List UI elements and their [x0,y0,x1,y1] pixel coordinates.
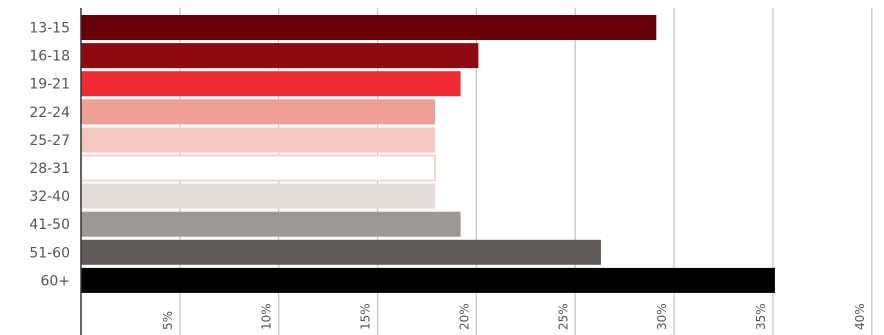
bar-32-40 [81,183,435,209]
x-tick-label-5pct: 5% [161,311,175,330]
bar-22-24 [81,99,435,125]
category-label-16-18: 16-18 [29,49,70,65]
bar-28-31 [80,154,436,182]
x-tick-labels: 5% 10% 15% 20% 25% 30% 35% 40% [161,303,867,330]
category-label-51-60: 51-60 [29,245,70,261]
category-label-22-24: 22-24 [29,105,70,121]
category-label-13-15: 13-15 [29,21,70,37]
bar-51-60 [81,239,601,265]
category-label-19-21: 19-21 [29,77,70,93]
bar-41-50 [81,211,461,237]
bar-13-15 [81,15,657,40]
category-label-25-27: 25-27 [29,133,70,149]
category-label-32-40: 32-40 [29,189,70,205]
category-label-28-31: 28-31 [29,161,70,177]
category-label-41-50: 41-50 [29,217,70,233]
bar-16-18 [81,43,479,69]
x-tick-label-30pct: 30% [655,303,669,330]
x-tick-label-10pct: 10% [260,303,274,330]
category-label-60+: 60+ [40,273,70,289]
bar-19-21 [81,71,461,97]
category-labels: 13-15 16-18 19-21 22-24 25-27 28-31 32-40 41-50… [29,21,70,290]
bar-60+ [81,267,775,293]
x-tick-label-25pct: 25% [556,303,570,330]
bars [80,15,775,293]
bar-25-27 [81,127,435,153]
x-tick-label-20pct: 20% [457,303,471,330]
x-tick-label-15pct: 15% [359,303,373,330]
x-tick-label-35pct: 35% [754,303,768,330]
x-tick-label-40pct: 40% [853,303,867,330]
